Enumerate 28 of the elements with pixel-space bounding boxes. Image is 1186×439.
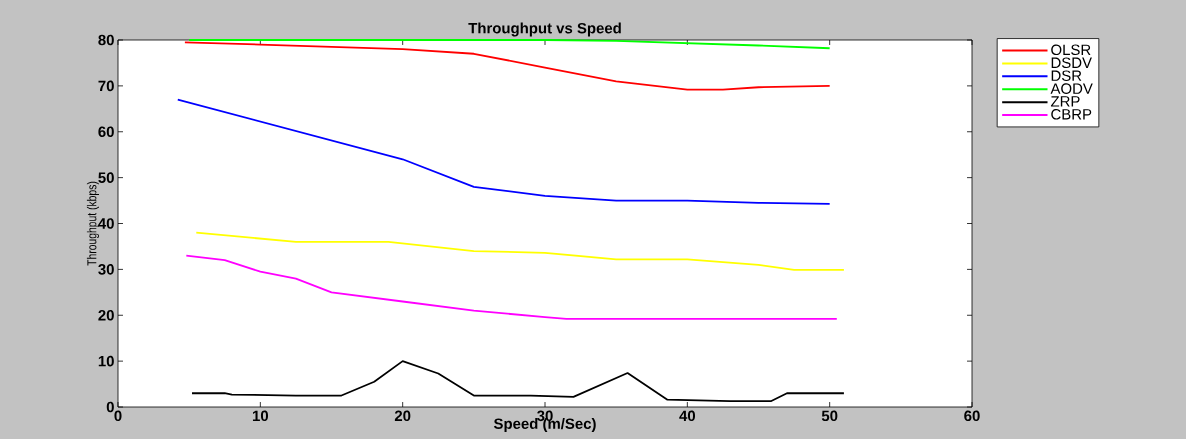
line-series — [185, 254, 838, 320]
y-tick-label: 70 — [98, 80, 114, 92]
y-tick-label: 10 — [98, 355, 114, 367]
y-tick-label: 20 — [98, 309, 114, 321]
line-series — [191, 360, 845, 402]
legend-label: CBRP — [1051, 109, 1092, 120]
y-tick-label: 60 — [98, 126, 114, 138]
chart-title: Throughput vs Speed — [468, 22, 621, 37]
legend-label: DSDV — [1051, 57, 1092, 69]
legend-label: DSR — [1051, 70, 1082, 81]
legend-label: ZRP — [1050, 96, 1080, 107]
x-tick-label: 20 — [394, 410, 411, 422]
legend-label: OLSR — [1051, 44, 1091, 56]
x-tick-label: 0 — [114, 410, 122, 422]
x-tick-label: 40 — [679, 410, 696, 422]
y-tick-label: 80 — [98, 34, 114, 46]
y-tick-label: 30 — [98, 264, 114, 275]
y-tick-label: 0 — [106, 401, 114, 413]
x-tick-label: 10 — [252, 410, 269, 422]
line-series — [184, 41, 831, 91]
x-tick-label: 50 — [821, 410, 838, 422]
line-series — [176, 98, 831, 205]
x-tick-label: 60 — [964, 410, 980, 422]
line-series — [195, 231, 845, 271]
y-tick-label: 40 — [98, 218, 114, 229]
legend-label: AODV — [1050, 83, 1093, 94]
y-axis-title: Throughput (kbps) — [86, 181, 99, 266]
y-tick-label: 50 — [98, 172, 114, 183]
